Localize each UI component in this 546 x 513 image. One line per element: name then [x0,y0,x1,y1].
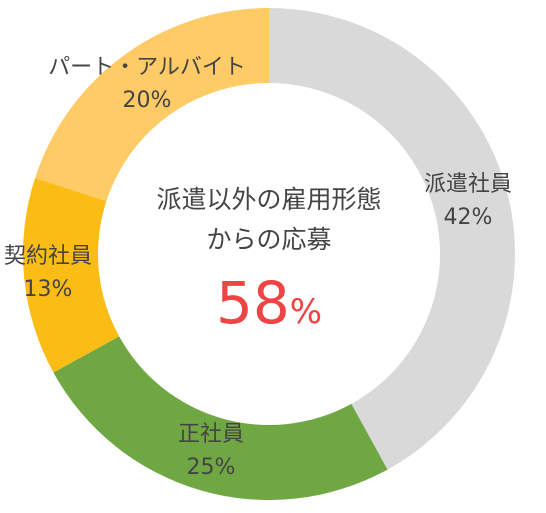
slice-3 [23,177,120,373]
slice-value-4: 20% [123,88,172,113]
slice-4 [35,7,269,202]
center-percentage: 58% [216,269,322,337]
slice-label-1: 派遣社員 [424,172,512,197]
center-unit: % [290,292,322,332]
slice-value-2: 25% [187,455,236,480]
center-line-1: 派遣以外の雇用形態 [156,185,381,214]
slice-1 [269,8,515,470]
slice-label-4: パート・アルバイト [48,55,246,80]
donut-slices [23,7,515,500]
slice-2 [53,336,388,500]
center-line-2: からの応募 [206,225,331,254]
center-caption: 派遣以外の雇用形態 からの応募 58% [156,185,381,337]
slice-value-1: 42% [444,205,493,230]
slice-labels: 派遣社員 42% 正社員 25% 契約社員 13% パート・アルバイト 20% [4,55,512,480]
slice-label-3: 契約社員 [4,244,92,269]
center-number: 58 [216,269,290,337]
slice-label-2: 正社員 [178,422,244,447]
slice-value-3: 13% [24,277,73,302]
